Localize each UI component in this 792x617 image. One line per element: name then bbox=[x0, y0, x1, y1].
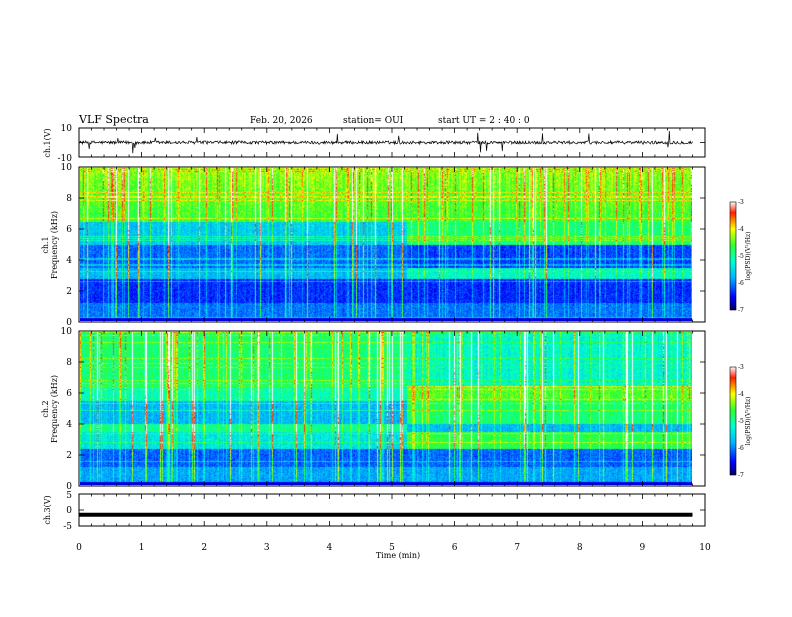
ch1-freq-tick-4: 4 bbox=[66, 256, 72, 266]
ch2-freq-tick-2: 2 bbox=[66, 451, 72, 461]
ch2-cb-tick-m4: -4 bbox=[738, 391, 744, 398]
ch1-spectrogram-panel: 0 2 4 6 8 10 ch.1 Frequency (kHz) bbox=[41, 163, 706, 328]
time-tick-4: 4 bbox=[327, 543, 333, 553]
ch1-cb-tick-m4: -4 bbox=[738, 226, 744, 233]
ch1-waveform-line bbox=[78, 130, 693, 154]
ch1-cb-tick-m6: -6 bbox=[738, 280, 744, 287]
ch2-cb-tick-m6: -6 bbox=[738, 445, 744, 452]
ch2-colorbar: -3 -4 -5 -6 -7 log(PSD)(V²/Hz) bbox=[729, 364, 752, 479]
time-axis: 0 1 2 3 4 5 6 7 8 9 10 Time (min) bbox=[76, 543, 711, 560]
ch2-cb-tick-m5: -5 bbox=[738, 418, 744, 425]
ch1-spec-ylabel-freq: Frequency (kHz) bbox=[50, 211, 59, 279]
time-tick-1: 1 bbox=[139, 543, 145, 553]
station-label: station= OUI bbox=[343, 116, 404, 126]
ch1-colorbar-gradient bbox=[729, 201, 737, 311]
time-tick-0: 0 bbox=[76, 543, 82, 553]
ch1-waveform-panel: 10 -10 ch.1(V) bbox=[43, 124, 706, 164]
ch1-ytick-top: 10 bbox=[61, 124, 73, 134]
time-tick-5: 5 bbox=[389, 543, 395, 553]
date-label: Feb. 20, 2026 bbox=[250, 116, 313, 126]
ch1-spectrogram-image bbox=[80, 168, 692, 321]
ch2-freq-tick-8: 8 bbox=[66, 358, 72, 368]
ch2-freq-tick-10: 10 bbox=[61, 327, 73, 337]
time-tick-8: 8 bbox=[577, 543, 583, 553]
ch1-ylabel: ch.1(V) bbox=[43, 128, 52, 157]
time-axis-label: Time (min) bbox=[376, 551, 420, 560]
ch3-ytick-top: 5 bbox=[66, 491, 72, 501]
ch3-waveform-panel: 5 0 -5 ch.3(V) bbox=[43, 491, 706, 532]
time-tick-10: 10 bbox=[699, 543, 711, 553]
time-tick-3: 3 bbox=[264, 543, 270, 553]
figure-title: VLF Spectra bbox=[78, 113, 149, 126]
time-tick-2: 2 bbox=[201, 543, 207, 553]
ch1-ytick-bottom: -10 bbox=[58, 154, 73, 164]
ch1-freq-tick-8: 8 bbox=[66, 194, 72, 204]
ch1-spec-ylabel: ch.1 bbox=[41, 236, 50, 253]
ch1-cb-tick-m7: -7 bbox=[738, 307, 744, 314]
ch1-colorbar: -3 -4 -5 -6 -7 log(PSD)(V²/Hz) bbox=[729, 199, 752, 314]
ch2-cb-tick-m3: -3 bbox=[738, 364, 744, 371]
ch2-cb-tick-m7: -7 bbox=[738, 472, 744, 479]
ch1-freq-tick-0: 0 bbox=[66, 318, 72, 328]
ch2-spec-ylabel: ch.2 bbox=[41, 400, 50, 417]
ch2-spectrogram-image bbox=[80, 332, 692, 485]
ch2-spectrogram-panel: 0 2 4 6 8 10 ch.2 Frequency (kHz) bbox=[41, 327, 706, 492]
ch2-colorbar-label: log(PSD)(V²/Hz) bbox=[745, 397, 752, 446]
ch1-freq-tick-10: 10 bbox=[61, 163, 73, 173]
ch1-spectrogram-ticks bbox=[78, 166, 706, 323]
ch2-spectrogram-ticks bbox=[78, 330, 706, 487]
ch1-freq-tick-6: 6 bbox=[66, 225, 72, 235]
ch2-spec-ylabel-freq: Frequency (kHz) bbox=[50, 375, 59, 443]
time-tick-7: 7 bbox=[514, 543, 520, 553]
ch1-freq-tick-2: 2 bbox=[66, 287, 72, 297]
ch2-freq-tick-0: 0 bbox=[66, 482, 72, 492]
time-tick-6: 6 bbox=[452, 543, 458, 553]
ch3-ylabel: ch.3(V) bbox=[43, 495, 52, 524]
ch2-colorbar-gradient bbox=[729, 366, 737, 476]
ch2-freq-tick-6: 6 bbox=[66, 389, 72, 399]
ch1-waveform-ticks bbox=[78, 127, 706, 158]
ch2-freq-tick-4: 4 bbox=[66, 420, 72, 430]
ch3-waveform-ticks bbox=[78, 493, 706, 527]
ch3-ytick-bottom: -5 bbox=[63, 522, 72, 532]
start-ut-label: start UT = 2 : 40 : 0 bbox=[438, 116, 530, 126]
ch1-cb-tick-m5: -5 bbox=[738, 253, 744, 260]
ch3-ytick-mid: 0 bbox=[66, 506, 72, 516]
ch1-colorbar-label: log(PSD)(V²/Hz) bbox=[745, 232, 752, 281]
time-tick-9: 9 bbox=[640, 543, 646, 553]
ch1-cb-tick-m3: -3 bbox=[738, 199, 744, 206]
